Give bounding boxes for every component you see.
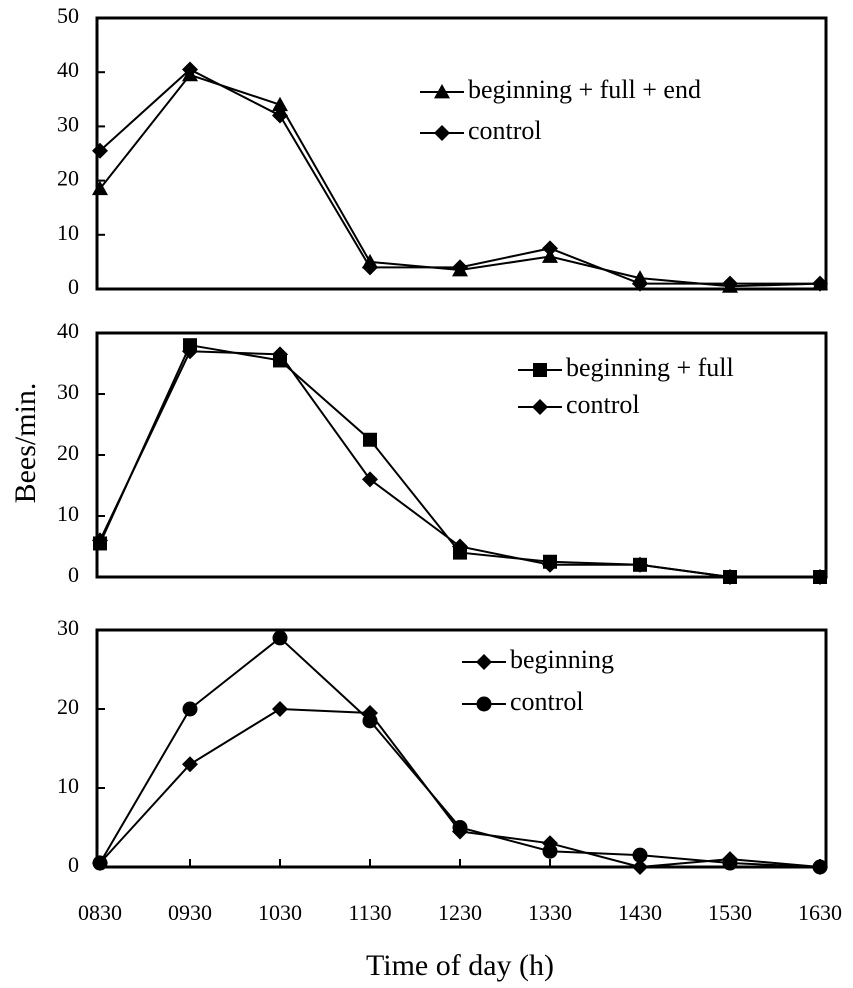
x-tick-label: 1330 [528, 900, 572, 925]
y-tick-label: 0 [68, 562, 79, 587]
legend-label: control [510, 687, 584, 716]
marker [92, 532, 108, 549]
marker [92, 855, 108, 871]
marker [182, 701, 198, 717]
legend-label: beginning [510, 645, 614, 674]
marker [272, 701, 288, 717]
x-tick-label: 0930 [168, 900, 212, 925]
y-tick-label: 0 [68, 274, 79, 299]
x-axis-title: Time of day (h) [366, 949, 554, 982]
x-tick-label: 1230 [438, 900, 482, 925]
marker [363, 432, 377, 447]
marker [272, 96, 288, 112]
legend-label: control [566, 390, 640, 419]
series-line [99, 73, 821, 288]
marker [476, 696, 492, 712]
x-tick-label: 1630 [798, 900, 842, 925]
marker [632, 847, 648, 863]
marker [542, 240, 558, 257]
marker [92, 180, 108, 196]
y-tick-label: 0 [68, 852, 79, 877]
y-tick-label: 40 [57, 57, 79, 82]
y-axis-title: Bees/min. [9, 383, 42, 504]
marker [362, 471, 378, 488]
y-tick-label: 10 [57, 501, 79, 526]
marker [722, 569, 738, 585]
legend-label: control [468, 116, 542, 145]
y-tick-label: 10 [57, 220, 79, 245]
y-tick-label: 20 [57, 440, 79, 465]
y-tick-label: 20 [57, 166, 79, 191]
marker [722, 275, 738, 292]
marker [542, 556, 558, 573]
marker [452, 538, 468, 555]
x-tick-label: 1030 [258, 900, 302, 925]
y-tick-label: 10 [57, 773, 79, 798]
marker [272, 630, 288, 646]
plot-frame [95, 16, 828, 291]
y-tick-label: 20 [57, 694, 79, 719]
plot-frame [95, 628, 828, 869]
marker [476, 654, 492, 670]
marker [92, 142, 108, 159]
marker [812, 275, 828, 292]
marker [272, 107, 288, 124]
marker [722, 855, 738, 871]
marker [272, 346, 288, 363]
y-tick-label: 30 [57, 615, 79, 640]
x-tick-label: 1130 [348, 900, 391, 925]
series-line [99, 707, 821, 869]
marker [452, 259, 468, 276]
marker [452, 820, 468, 835]
marker [632, 275, 648, 292]
y-tick-label: 40 [57, 318, 79, 343]
y-tick-label: 30 [57, 379, 79, 404]
marker [362, 259, 378, 276]
marker [434, 84, 450, 99]
marker [533, 363, 547, 377]
marker [812, 569, 828, 585]
marker [182, 343, 198, 360]
series-line [99, 68, 820, 285]
legend-label: beginning + full + end [468, 75, 701, 104]
marker [532, 399, 548, 415]
x-tick-label: 1530 [708, 900, 752, 925]
x-tick-label: 1430 [618, 900, 662, 925]
marker [182, 756, 198, 773]
y-tick-label: 50 [57, 3, 79, 28]
marker [632, 859, 648, 875]
x-tick-label: 0830 [78, 900, 122, 925]
marker [182, 61, 198, 78]
marker [434, 125, 450, 141]
marker [542, 843, 558, 859]
legend-label: beginning + full [566, 353, 734, 382]
marker [362, 713, 378, 729]
y-tick-label: 30 [57, 111, 79, 136]
marker [632, 556, 648, 573]
marker [812, 859, 828, 875]
